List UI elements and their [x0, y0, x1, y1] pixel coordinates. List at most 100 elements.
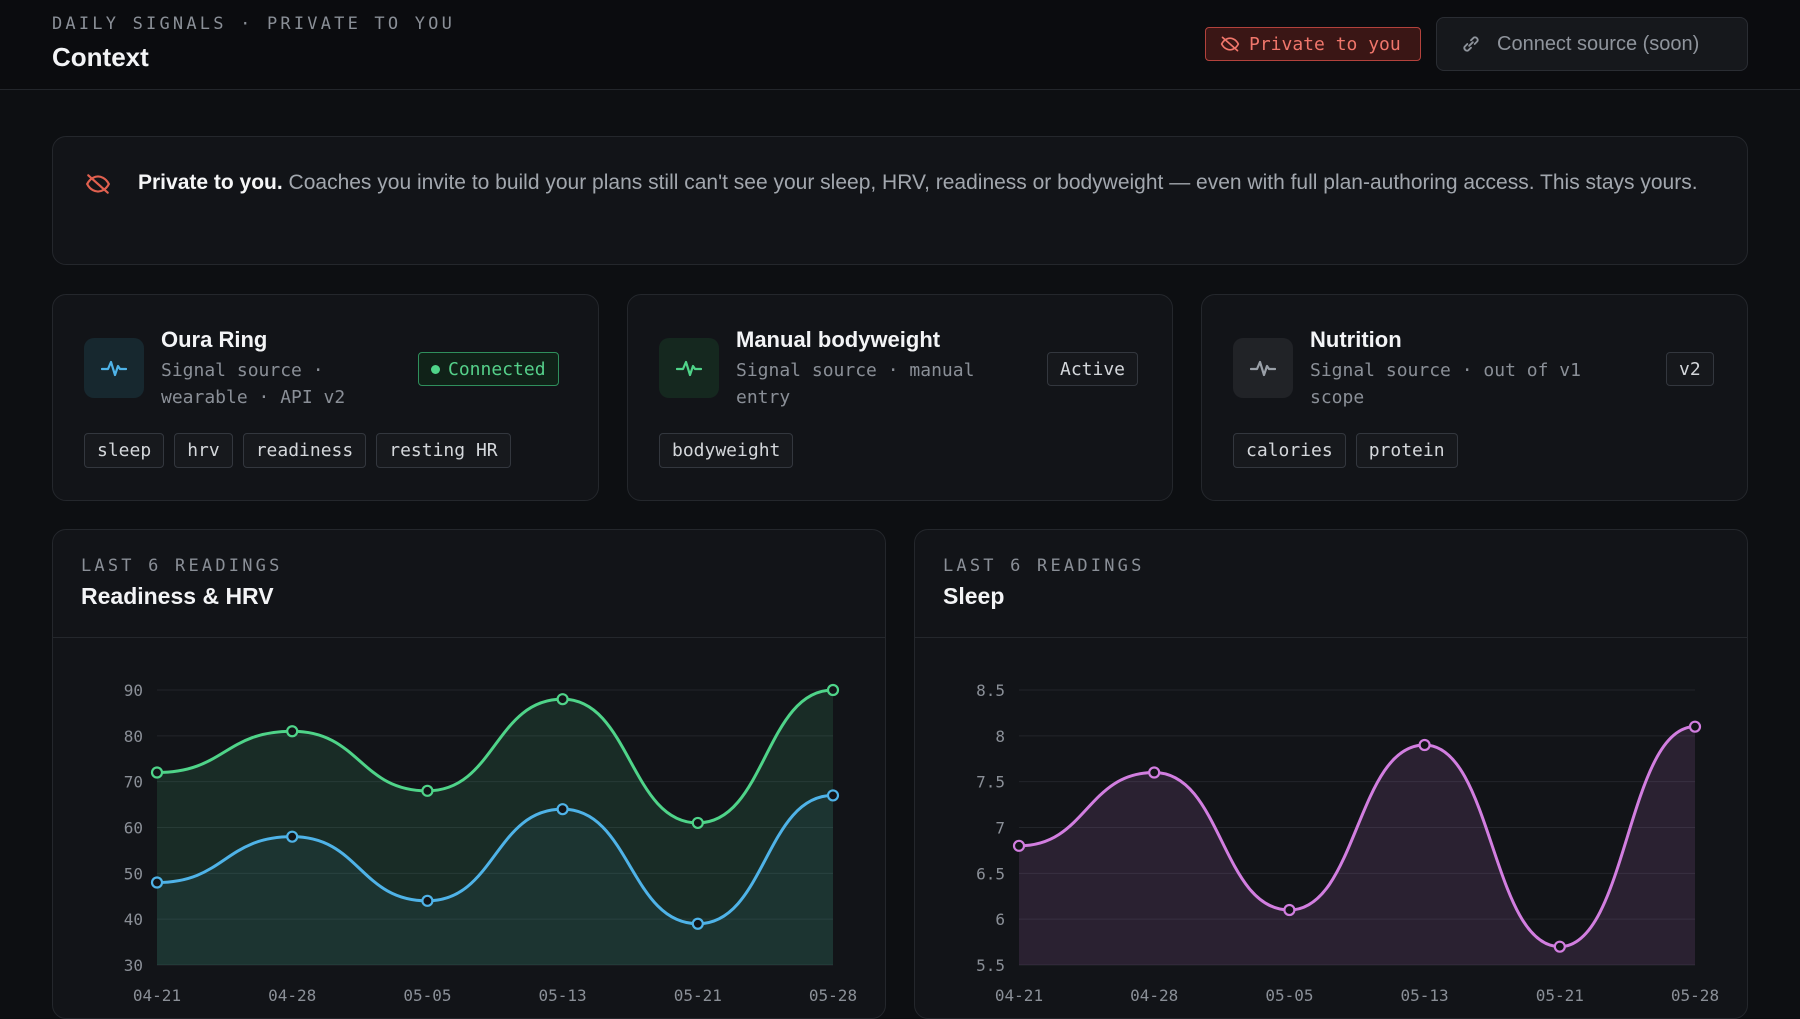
x-tick-label: 05-13 [539, 986, 587, 1005]
x-tick-label: 05-05 [1265, 986, 1313, 1005]
sleep-chart: 8.5 8 7.5 7 6.5 6 5.5 04-21 04-28 05-05 05-13 05-21… [976, 681, 1719, 1005]
series-area [157, 795, 833, 965]
connect-source-label: Connect source (soon) [1497, 32, 1700, 55]
data-point[interactable] [1688, 720, 1702, 733]
tag: bodyweight [659, 433, 794, 468]
x-tick-label: 05-05 [403, 986, 451, 1005]
y-tick-label: 6 [995, 910, 1005, 929]
private-badge-label: Private to you [1249, 33, 1401, 55]
y-tick-label: 60 [124, 819, 143, 838]
status-label: Active [1060, 358, 1126, 380]
y-tick-label: 90 [124, 681, 143, 700]
y-tick-label: 6.5 [976, 864, 1005, 883]
data-point[interactable] [150, 876, 164, 889]
y-tick-label: 7.5 [976, 773, 1005, 792]
source-name: Manual bodyweight [736, 327, 941, 352]
x-tick-label: 04-28 [268, 986, 316, 1005]
source-name: Nutrition [1310, 327, 1402, 352]
data-point[interactable] [421, 784, 434, 797]
data-point[interactable] [1148, 766, 1161, 779]
panel-title: Readiness & HRV [81, 583, 274, 609]
x-tick-label: 05-28 [809, 986, 857, 1005]
eye-off-icon [85, 174, 111, 194]
link-icon [1463, 36, 1479, 52]
status-badge: v2 [1666, 352, 1714, 386]
tag: hrv [174, 433, 233, 468]
tag: calories [1233, 433, 1346, 468]
status-dot [431, 364, 440, 374]
source-icon-box [659, 338, 719, 398]
status-label: v2 [1679, 358, 1701, 380]
data-point[interactable] [1418, 738, 1431, 752]
source-card-oura[interactable]: Oura Ring Signal source · wearable · API… [52, 294, 599, 501]
source-card-nutrition[interactable]: Nutrition Signal source · out of v1 scop… [1201, 294, 1748, 501]
series-area [157, 690, 833, 965]
tag: resting HR [376, 433, 511, 468]
data-point[interactable] [1553, 940, 1566, 953]
data-point[interactable] [826, 683, 840, 697]
page-title: Context [52, 42, 149, 72]
eye-off-icon [1220, 36, 1240, 52]
privacy-banner-body: Coaches you invite to build your plans s… [288, 171, 1698, 194]
y-tick-label: 70 [124, 773, 143, 792]
tag: readiness [242, 433, 367, 468]
data-point[interactable] [556, 693, 569, 706]
readiness-hrv-chart: 90 80 70 60 50 40 30 04-21 04-28 05-05 05-13 05-21 0… [124, 681, 857, 1005]
y-tick-label: 7 [995, 819, 1005, 838]
y-tick-label: 50 [124, 864, 143, 883]
data-point[interactable] [556, 803, 569, 816]
readiness-hrv-panel: LAST 6 READINGS Readiness & HRV 90 80 70 60… [52, 529, 886, 1019]
privacy-banner: Private to you. Coaches you invite to bu… [52, 136, 1748, 265]
y-tick-label: 40 [124, 910, 143, 929]
source-subtitle: Signal source · out of v1 scope [1310, 360, 1581, 408]
data-point[interactable] [286, 725, 299, 738]
data-point[interactable] [150, 766, 164, 779]
x-tick-label: 05-21 [1536, 986, 1584, 1005]
status-badge: Active [1047, 352, 1139, 386]
data-point[interactable] [1012, 839, 1026, 852]
top-bar: DAILY SIGNALS · PRIVATE TO YOU Context P… [0, 0, 1800, 90]
sleep-panel: LAST 6 READINGS Sleep 8.5 8 7.5 7 6.5 6 5.5 04-… [914, 529, 1748, 1019]
series-area [1019, 726, 1695, 965]
source-icon-box [84, 338, 144, 398]
source-name: Oura Ring [161, 327, 268, 352]
connect-source-button[interactable]: Connect source (soon) [1436, 17, 1748, 71]
x-tick-label: 05-21 [674, 986, 722, 1005]
tag: sleep [84, 433, 165, 468]
panel-eyebrow: LAST 6 READINGS [81, 556, 283, 576]
status-badge: Connected [418, 352, 559, 386]
data-point[interactable] [691, 917, 704, 930]
x-tick-label: 05-13 [1401, 986, 1449, 1005]
source-icon-box [1233, 338, 1293, 398]
source-subtitle: Signal source · manual entry [736, 360, 975, 408]
y-tick-label: 8.5 [976, 681, 1005, 700]
tag-list: calories protein [1233, 433, 1458, 468]
source-subtitle: Signal source · wearable · API v2 [161, 360, 346, 408]
private-badge: Private to you [1205, 27, 1421, 61]
data-point[interactable] [421, 894, 434, 907]
y-tick-label: 5.5 [976, 956, 1005, 975]
status-label: Connected [448, 358, 546, 380]
pulse-icon [1250, 360, 1276, 377]
data-point[interactable] [826, 789, 840, 802]
data-point[interactable] [286, 830, 299, 843]
y-tick-label: 80 [124, 727, 143, 746]
privacy-banner-lead: Private to you. [138, 171, 283, 194]
panel-header: LAST 6 READINGS Readiness & HRV [53, 530, 885, 638]
x-tick-label: 04-28 [1130, 986, 1178, 1005]
data-point[interactable] [1283, 903, 1296, 917]
x-tick-label: 04-21 [995, 986, 1043, 1005]
privacy-banner-text: Private to you. Coaches you invite to bu… [138, 167, 1718, 199]
page-eyebrow: DAILY SIGNALS · PRIVATE TO YOU [52, 14, 456, 34]
tag-list: bodyweight [659, 433, 794, 468]
pulse-icon [676, 360, 702, 377]
pulse-icon [101, 360, 127, 377]
panel-header: LAST 6 READINGS Sleep [915, 530, 1747, 638]
x-tick-label: 05-28 [1671, 986, 1719, 1005]
y-tick-label: 8 [995, 727, 1005, 746]
tag-list: sleep hrv readiness resting HR [84, 433, 511, 468]
y-tick-label: 30 [124, 956, 143, 975]
panel-title: Sleep [943, 583, 1005, 609]
source-card-bodyweight[interactable]: Manual bodyweight Signal source · manual… [627, 294, 1173, 501]
data-point[interactable] [691, 816, 704, 830]
